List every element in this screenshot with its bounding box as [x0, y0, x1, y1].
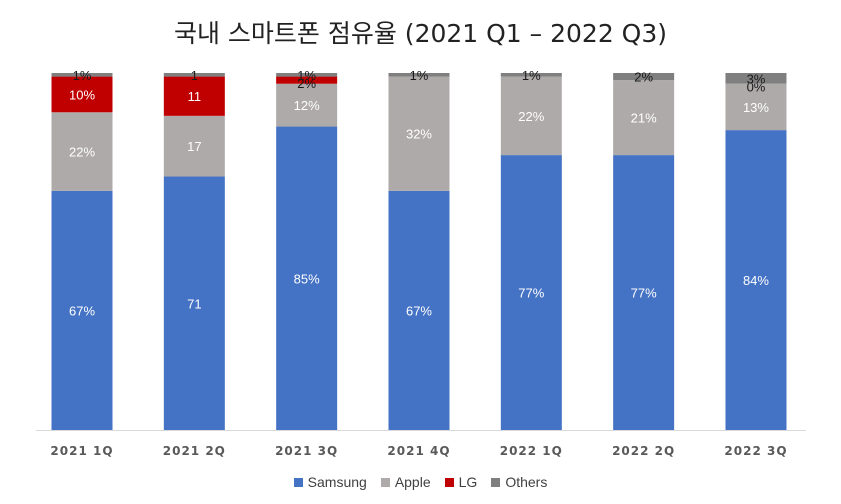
legend-swatch-lg	[444, 477, 454, 487]
bar-apple-4	[500, 76, 562, 156]
legend-label-samsung: Samsung	[307, 474, 367, 490]
data-label-apple-4: 22%	[518, 109, 544, 124]
data-label-others-4: 1%	[522, 68, 541, 83]
bar-samsung-1	[163, 176, 225, 430]
data-label-samsung-5: 77%	[631, 286, 657, 301]
bar-apple-1	[163, 115, 225, 177]
x-tick-label-4: 2022 1Q	[500, 444, 563, 458]
data-label-others-6: 3%	[747, 71, 766, 86]
bar-others-1	[163, 73, 225, 77]
data-label-apple-0: 22%	[69, 145, 95, 160]
bar-samsung-2	[276, 126, 338, 431]
x-tick-label-2: 2021 3Q	[275, 444, 338, 458]
bar-apple-6	[725, 83, 787, 131]
legend-swatch-samsung	[293, 477, 303, 487]
bar-apple-0	[51, 112, 113, 191]
bar-samsung-4	[500, 155, 562, 431]
legend-item-samsung: Samsung	[293, 474, 367, 490]
data-label-lg-1: 11	[188, 89, 202, 104]
data-label-samsung-3: 67%	[406, 303, 432, 318]
bar-samsung-0	[51, 190, 113, 430]
bar-others-0	[51, 73, 113, 77]
x-tick-label-0: 2021 1Q	[50, 444, 113, 458]
data-label-samsung-6: 84%	[743, 273, 769, 288]
data-label-others-2: 1%	[297, 68, 316, 83]
data-label-apple-6: 13%	[743, 100, 769, 115]
bar-lg-2	[276, 76, 338, 84]
data-label-apple-5: 21%	[631, 111, 657, 126]
legend-label-others: Others	[505, 474, 548, 490]
data-label-samsung-2: 85%	[294, 271, 320, 286]
data-label-samsung-0: 67%	[69, 303, 95, 318]
bar-apple-5	[613, 80, 675, 156]
data-label-others-0: 1%	[73, 68, 92, 83]
legend-label-apple: Apple	[394, 474, 431, 490]
bar-others-4	[500, 73, 562, 77]
legend-item-others: Others	[491, 474, 547, 490]
legend-swatch-others	[491, 477, 501, 487]
bar-apple-2	[276, 83, 338, 127]
bar-apple-3	[388, 76, 450, 191]
data-label-samsung-1: 71	[187, 296, 201, 311]
data-label-others-3: 1%	[410, 68, 429, 83]
data-label-apple-3: 32%	[406, 127, 432, 142]
data-label-apple-2: 12%	[294, 98, 320, 113]
data-label-others-5: 2%	[634, 70, 653, 85]
legend-swatch-apple	[380, 477, 390, 487]
data-label-others-1: 1	[191, 68, 198, 83]
data-label-samsung-4: 77%	[518, 286, 544, 301]
bar-others-3	[388, 73, 450, 77]
data-label-lg-2: 2%	[297, 76, 316, 91]
legend: Samsung Apple LG Others	[0, 474, 841, 490]
x-tick-label-5: 2022 2Q	[612, 444, 675, 458]
bar-others-2	[276, 73, 338, 77]
bar-others-6	[725, 73, 787, 84]
bar-samsung-6	[725, 130, 787, 430]
bar-lg-0	[51, 76, 113, 113]
chart-title: 국내 스마트폰 점유율 (2021 Q1 – 2022 Q3)	[173, 19, 668, 48]
data-label-apple-1: 17	[187, 139, 201, 154]
x-tick-label-1: 2021 2Q	[163, 444, 226, 458]
x-tick-label-6: 2022 3Q	[724, 444, 787, 458]
data-label-lg-0: 10%	[69, 87, 95, 102]
legend-item-lg: LG	[444, 474, 478, 490]
bar-lg-1	[163, 76, 225, 116]
bar-others-5	[613, 73, 675, 81]
bar-samsung-5	[613, 155, 675, 431]
x-tick-label-3: 2021 4Q	[387, 444, 450, 458]
legend-label-lg: LG	[458, 474, 478, 490]
legend-item-apple: Apple	[380, 474, 431, 490]
bar-samsung-3	[388, 190, 450, 430]
